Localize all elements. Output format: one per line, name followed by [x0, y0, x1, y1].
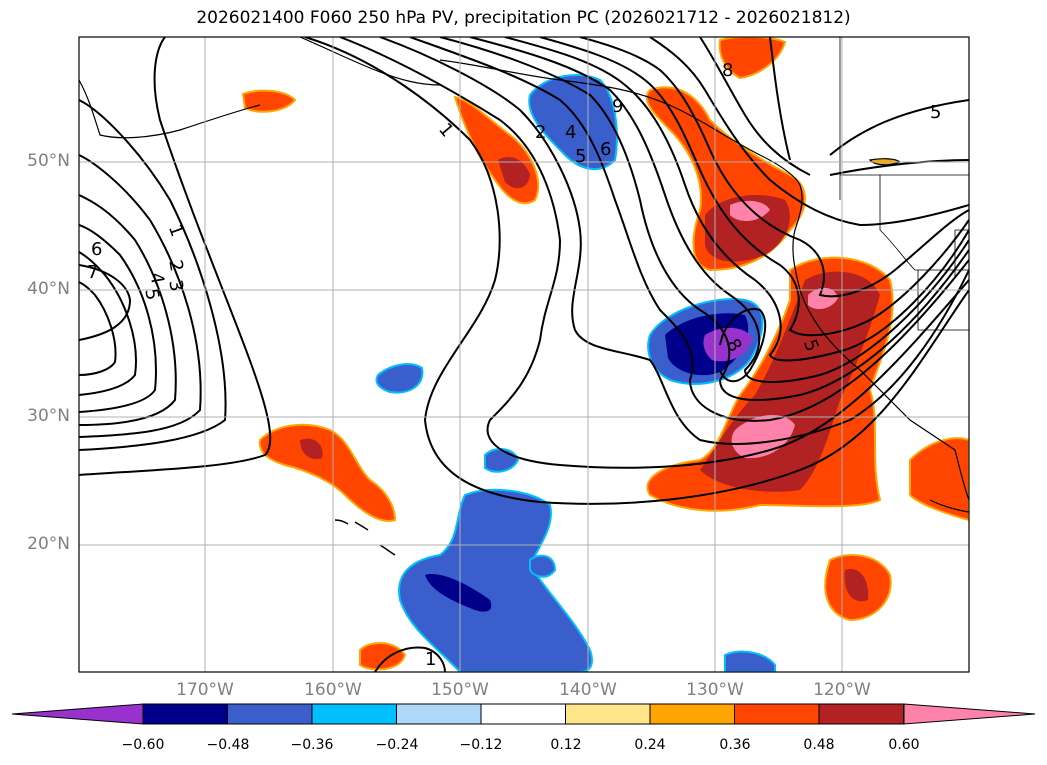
- colorbar-tick-3: −0.36: [290, 737, 334, 753]
- precip-negative-regions: [375, 74, 776, 672]
- colorbar-swatch-3: [311, 703, 397, 725]
- contour-label-5d: 5: [930, 102, 941, 123]
- coastlines: [79, 37, 969, 556]
- contour-label-9: 9: [612, 96, 623, 117]
- colorbar-tick-7: 0.24: [634, 737, 666, 753]
- map-frame: [78, 36, 970, 673]
- colorbar-tick-2: −0.48: [206, 737, 250, 753]
- colorbar-swatch-4: [396, 703, 482, 725]
- contour-label-2b: 2: [535, 122, 546, 143]
- lat-label-20: 20°N: [27, 534, 70, 554]
- colorbar-extend-high: [903, 703, 1036, 725]
- colorbar-swatch-2: [227, 703, 313, 725]
- chart-title: 2026021400 F060 250 hPa PV, precipitatio…: [196, 8, 851, 28]
- colorbar-swatch-9: [818, 703, 904, 725]
- contour-label-2a: 2: [164, 258, 187, 273]
- lon-label-120w: 120°W: [813, 680, 871, 700]
- contour-label-1c: 1: [425, 649, 436, 670]
- lon-label-160w: 160°W: [304, 680, 362, 700]
- colorbar-tick-1: −0.60: [121, 737, 165, 753]
- contour-label-5a: 5: [140, 287, 163, 302]
- colorbar-swatch-6: [565, 703, 651, 725]
- graticule: [79, 37, 969, 672]
- map-panel: 1 1 2 3 4 5 6 7 2 4 5 6 9 8 8 5 5 1: [79, 37, 969, 672]
- contour-label-6b: 6: [600, 139, 611, 160]
- colorbar-tick-5: −0.12: [459, 737, 503, 753]
- colorbar-swatch-5: [480, 703, 566, 725]
- colorbar: [11, 703, 1036, 725]
- contour-label-7a: 7: [87, 262, 98, 283]
- lon-label-140w: 140°W: [559, 680, 617, 700]
- lat-label-40: 40°N: [27, 279, 70, 299]
- contour-label-5b: 5: [575, 146, 586, 167]
- lon-label-170w: 170°W: [176, 680, 234, 700]
- lon-label-150w: 150°W: [431, 680, 489, 700]
- contour-label-4a: 4: [145, 271, 168, 286]
- contour-label-6a: 6: [91, 239, 102, 260]
- colorbar-swatch-8: [734, 703, 820, 725]
- colorbar-swatch-7: [649, 703, 735, 725]
- contour-label-8b: 8: [722, 60, 733, 81]
- contour-label-4b: 4: [565, 122, 576, 143]
- contour-label-3a: 3: [164, 278, 187, 293]
- colorbar-tick-9: 0.48: [803, 737, 835, 753]
- pv-contours: [79, 37, 969, 672]
- lon-label-130w: 130°W: [686, 680, 744, 700]
- colorbar-tick-4: −0.24: [375, 737, 419, 753]
- colorbar-tick-10: 0.60: [888, 737, 920, 753]
- colorbar-swatch-1: [142, 703, 228, 725]
- lat-label-50: 50°N: [27, 151, 70, 171]
- lat-label-30: 30°N: [27, 406, 70, 426]
- colorbar-tick-8: 0.36: [719, 737, 751, 753]
- colorbar-extend-low: [11, 703, 144, 725]
- colorbar-tick-6: 0.12: [550, 737, 582, 753]
